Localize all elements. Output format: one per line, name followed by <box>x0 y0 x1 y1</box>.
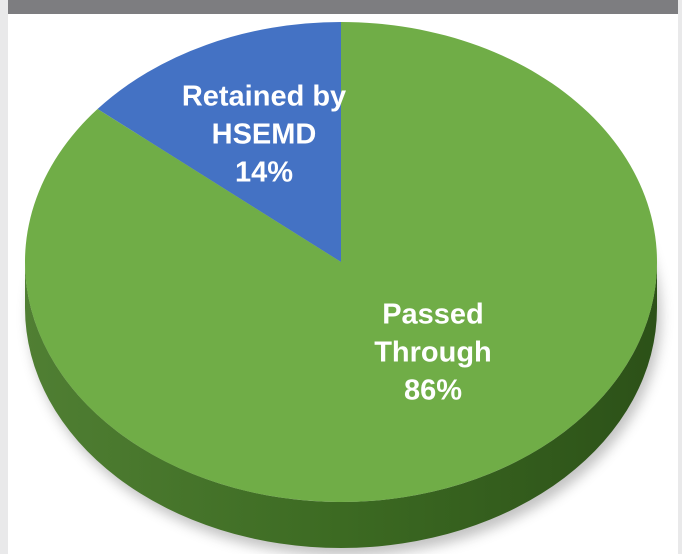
slice-name-label: Passed <box>382 299 484 331</box>
slice-value-label: 86% <box>404 375 462 407</box>
header-bar <box>8 0 678 14</box>
slice-name-label: HSEMD <box>212 119 317 151</box>
slice-name-label: Through <box>374 337 492 369</box>
slice-label-0: Retained by HSEMD 14% <box>182 81 346 189</box>
slice-name-label: Retained by <box>182 81 346 113</box>
pie-slice-1 <box>25 22 658 502</box>
slice-label-1: Passed Through 86% <box>374 299 492 407</box>
pie-slice-0 <box>97 22 341 262</box>
pie-side <box>25 262 657 548</box>
slice-value-label: 14% <box>235 157 293 189</box>
